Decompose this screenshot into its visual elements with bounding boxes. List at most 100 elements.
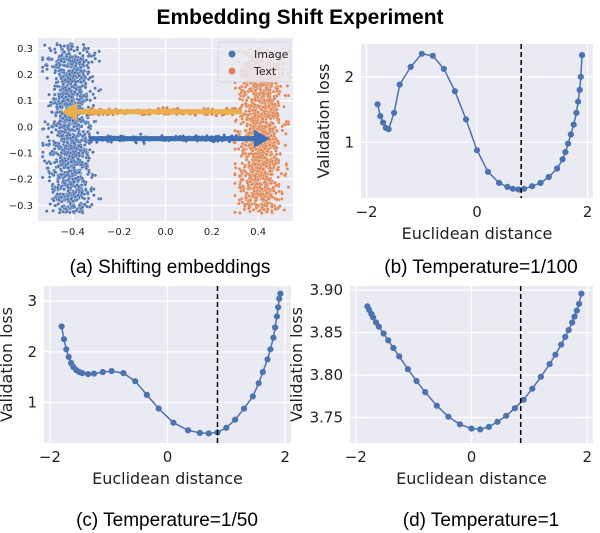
caption-c: (c) Temperature=1/50 (76, 510, 258, 531)
scatter-point (40, 65, 45, 70)
scatter-point (86, 159, 91, 163)
shifted-point (95, 140, 99, 144)
scatter-point (285, 167, 290, 171)
scatter-point (50, 57, 54, 62)
scatter-point (80, 205, 85, 210)
scatter-point (276, 100, 280, 105)
scatter-point (73, 170, 77, 174)
scatter-point (63, 127, 68, 132)
scatter-point (56, 99, 61, 104)
data-point (529, 183, 536, 190)
scatter-point (285, 84, 290, 88)
scatter-point (62, 151, 67, 156)
scatter-point (90, 60, 94, 64)
data-point (385, 126, 392, 133)
data-point (259, 369, 266, 376)
scatter-point (252, 185, 256, 190)
scatter-point (58, 114, 63, 118)
scatter-point (243, 204, 247, 209)
scatter-point (234, 118, 239, 122)
scatter-point (259, 107, 263, 112)
scatter-point (250, 108, 255, 112)
scatter-point (56, 202, 61, 206)
scatter-point (93, 56, 98, 61)
y-axis-label: Validation loss (0, 307, 16, 422)
scatter-point (62, 44, 67, 48)
scatter-point (72, 192, 76, 196)
scatter-point (248, 198, 253, 203)
scatter-point (86, 129, 90, 134)
data-point (440, 65, 447, 72)
scatter-point (244, 117, 249, 122)
data-point (58, 323, 65, 330)
x-tick-label: 2 (582, 448, 592, 466)
data-point (99, 369, 106, 376)
scatter-point (60, 158, 64, 163)
scatter-point (70, 155, 75, 160)
scatter-point (54, 76, 59, 81)
scatter-point (250, 182, 255, 187)
y-axis-label: Validation loss (314, 64, 333, 179)
scatter-point (58, 156, 63, 160)
scatter-point (46, 135, 50, 139)
scatter-point (241, 152, 245, 156)
scatter-point (75, 68, 79, 72)
y-axis-label: Validation loss (287, 307, 306, 422)
scatter-point (71, 199, 75, 204)
scatter-point (268, 153, 273, 157)
scatter-point (269, 181, 273, 186)
data-point (578, 290, 585, 297)
scatter-point (97, 59, 102, 63)
scatter-point (240, 103, 244, 107)
scatter-point (85, 200, 90, 204)
scatter-point (238, 182, 242, 187)
scatter-point (61, 116, 65, 121)
data-point (570, 121, 577, 128)
scatter-point (275, 197, 280, 201)
scatter-point (53, 170, 57, 174)
scatter-point (250, 170, 255, 174)
scatter-point (79, 65, 83, 70)
scatter-point (40, 175, 45, 180)
scatter-point (78, 148, 83, 153)
scatter-point (77, 74, 81, 78)
scatter-point (83, 121, 88, 126)
scatter-point (51, 209, 55, 213)
data-point (108, 368, 115, 375)
y-tick-label: 2 (27, 343, 37, 361)
scatter-point (42, 159, 47, 163)
scatter-point (271, 144, 275, 148)
shifted-point (221, 113, 224, 117)
scatter-point (280, 191, 284, 196)
scatter-point (65, 102, 70, 107)
scatter-point (241, 184, 245, 189)
scatter-point (62, 181, 67, 186)
scatter-point (85, 50, 89, 54)
scatter-point (69, 44, 74, 48)
scatter-point (67, 93, 72, 98)
data-point (576, 300, 583, 307)
scatter-point (275, 87, 279, 92)
data-point (485, 423, 492, 430)
y-tick-label: 0.0 (17, 122, 33, 133)
scatter-point (51, 190, 55, 194)
scatter-point (40, 57, 45, 62)
scatter-point (81, 118, 85, 122)
scatter-point (43, 120, 47, 124)
scatter-point (57, 210, 62, 215)
scatter-point (264, 164, 269, 168)
scatter-point (58, 119, 62, 124)
scatter-point (59, 195, 63, 200)
data-point (503, 412, 510, 419)
data-point (391, 109, 398, 116)
y-tick-label: 3.80 (310, 366, 343, 384)
scatter-point (86, 105, 91, 109)
scatter-point (277, 189, 281, 194)
scatter-point (56, 185, 60, 190)
data-point (433, 402, 440, 409)
scatter-point (267, 123, 271, 127)
scatter-point (46, 57, 50, 61)
scatter-point (47, 175, 52, 179)
scatter-point (243, 90, 247, 94)
data-point (396, 353, 403, 360)
